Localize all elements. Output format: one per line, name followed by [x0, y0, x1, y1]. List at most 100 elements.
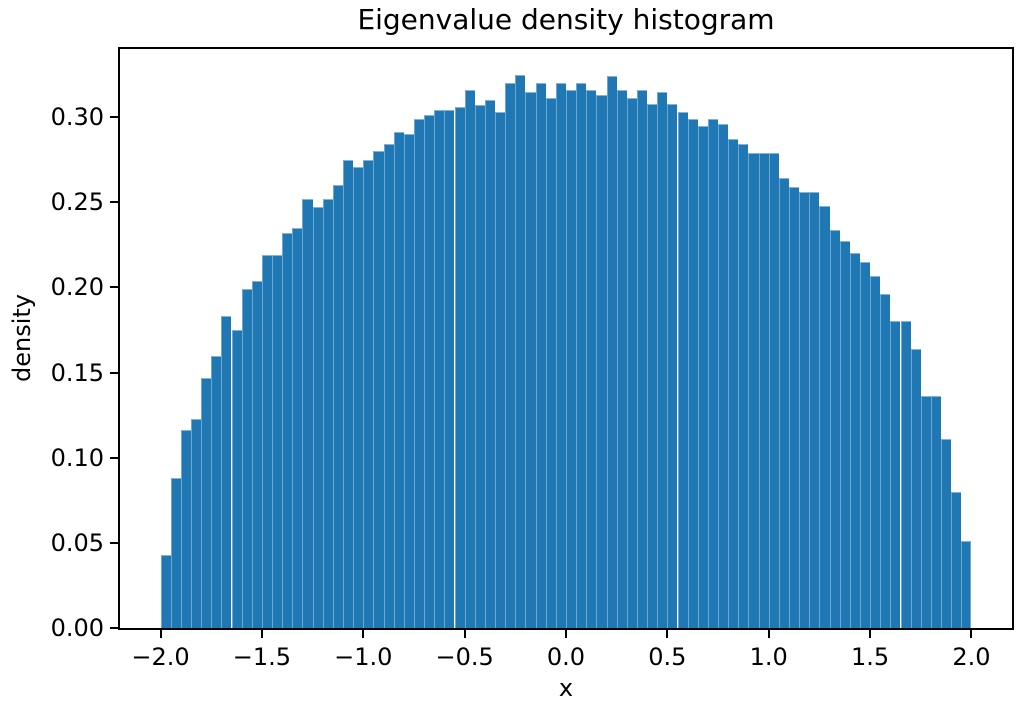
histogram-bar	[920, 396, 931, 628]
histogram-bar	[251, 280, 262, 628]
x-tick-mark	[565, 630, 567, 638]
histogram-bar	[778, 178, 789, 628]
x-tick-mark	[260, 630, 263, 638]
histogram-bar	[859, 261, 871, 628]
histogram-bar	[413, 118, 425, 628]
histogram-bar	[890, 321, 901, 628]
histogram-bar	[272, 255, 283, 628]
histogram-bar	[718, 123, 729, 628]
y-tick-label: 0.05	[50, 528, 104, 557]
x-tick-mark	[159, 630, 162, 638]
histogram-bar	[728, 139, 739, 628]
histogram-bar	[647, 103, 658, 628]
y-axis-label: density	[8, 294, 36, 382]
histogram-bar	[332, 185, 343, 628]
x-tick-label: −1.0	[334, 643, 393, 671]
histogram-bar	[424, 115, 435, 628]
x-tick-label: 0.5	[648, 643, 687, 671]
plot-area	[118, 47, 1014, 630]
x-tick-mark	[767, 630, 770, 638]
histogram-bar	[403, 134, 414, 628]
histogram-bar	[474, 105, 485, 628]
histogram-bar	[768, 152, 779, 628]
histogram-bar	[495, 112, 506, 628]
histogram-bar	[667, 103, 678, 628]
histogram-bar	[748, 152, 759, 628]
histogram-bar	[758, 152, 769, 628]
histogram-bar	[809, 192, 820, 628]
x-tick-mark	[869, 630, 872, 638]
histogram-bar	[930, 396, 942, 628]
histogram-bar	[707, 118, 719, 628]
chart-title: Eigenvalue density histogram	[357, 3, 775, 36]
histogram-bar	[322, 198, 333, 628]
histogram-bar	[545, 98, 556, 628]
histogram-bar	[241, 289, 252, 628]
y-tick-label: 0.20	[50, 273, 104, 302]
histogram-bar	[525, 91, 536, 628]
y-tick-mark	[110, 116, 118, 119]
histogram-bar	[464, 89, 475, 628]
histogram-bar	[160, 554, 171, 628]
x-tick-label: 1.0	[749, 643, 788, 671]
histogram-bar	[961, 541, 972, 628]
histogram-bar	[941, 438, 952, 628]
histogram-bar	[201, 377, 212, 628]
histogram-bar	[454, 106, 465, 628]
histogram-bar	[910, 348, 921, 628]
histogram-bar	[900, 321, 911, 628]
y-tick-mark	[110, 627, 118, 629]
histogram-bar	[302, 198, 313, 628]
histogram-bar	[829, 229, 840, 628]
histogram-bar	[586, 89, 597, 628]
histogram-bar	[839, 241, 850, 628]
y-tick-mark	[110, 456, 118, 459]
x-axis-label: x	[558, 674, 574, 702]
histogram-bar	[535, 83, 546, 628]
histogram-bar	[616, 89, 627, 628]
y-tick-label: 0.25	[50, 188, 104, 217]
histogram-bar	[606, 76, 617, 628]
histogram-bar	[697, 125, 708, 628]
y-tick-label: 0.00	[50, 614, 104, 642]
y-tick-mark	[110, 371, 118, 374]
histogram-bar	[484, 100, 496, 628]
x-tick-mark	[666, 630, 669, 638]
histogram-bar	[687, 118, 698, 628]
histogram-bar	[880, 294, 891, 628]
histogram-bar	[282, 232, 293, 628]
histogram-bar	[261, 255, 273, 628]
histogram-bar	[951, 491, 962, 628]
histogram-bar	[789, 186, 800, 628]
histogram-bar	[211, 355, 222, 628]
y-tick-mark	[110, 541, 118, 544]
histogram-bar	[343, 159, 354, 628]
x-tick-label: 2.0	[952, 643, 991, 671]
histogram-bar	[363, 159, 374, 628]
histogram-bar	[444, 110, 455, 628]
y-tick-mark	[110, 201, 118, 204]
histogram-bar	[799, 192, 810, 628]
x-tick-label: −0.5	[435, 643, 494, 671]
histogram-bar	[626, 98, 637, 628]
y-tick-mark	[110, 286, 118, 289]
histogram-bar	[312, 207, 323, 628]
histogram-bar	[180, 430, 191, 628]
histogram-bar	[373, 151, 384, 628]
x-tick-label: −2.0	[131, 643, 190, 671]
histogram-bar	[434, 110, 445, 628]
histogram-bar	[870, 275, 881, 628]
histogram-bar	[596, 94, 607, 628]
histogram-bar	[576, 83, 587, 628]
x-tick-label: 0.0	[546, 643, 586, 671]
x-tick-mark	[362, 630, 365, 638]
y-tick-label: 0.30	[50, 103, 104, 132]
histogram-bar	[383, 144, 394, 628]
x-tick-mark	[970, 630, 973, 638]
histogram-bar	[819, 205, 830, 628]
histogram-bar	[515, 74, 526, 628]
histogram-bar	[566, 89, 577, 628]
histogram-bar	[738, 144, 749, 628]
histogram-bar	[221, 316, 232, 628]
